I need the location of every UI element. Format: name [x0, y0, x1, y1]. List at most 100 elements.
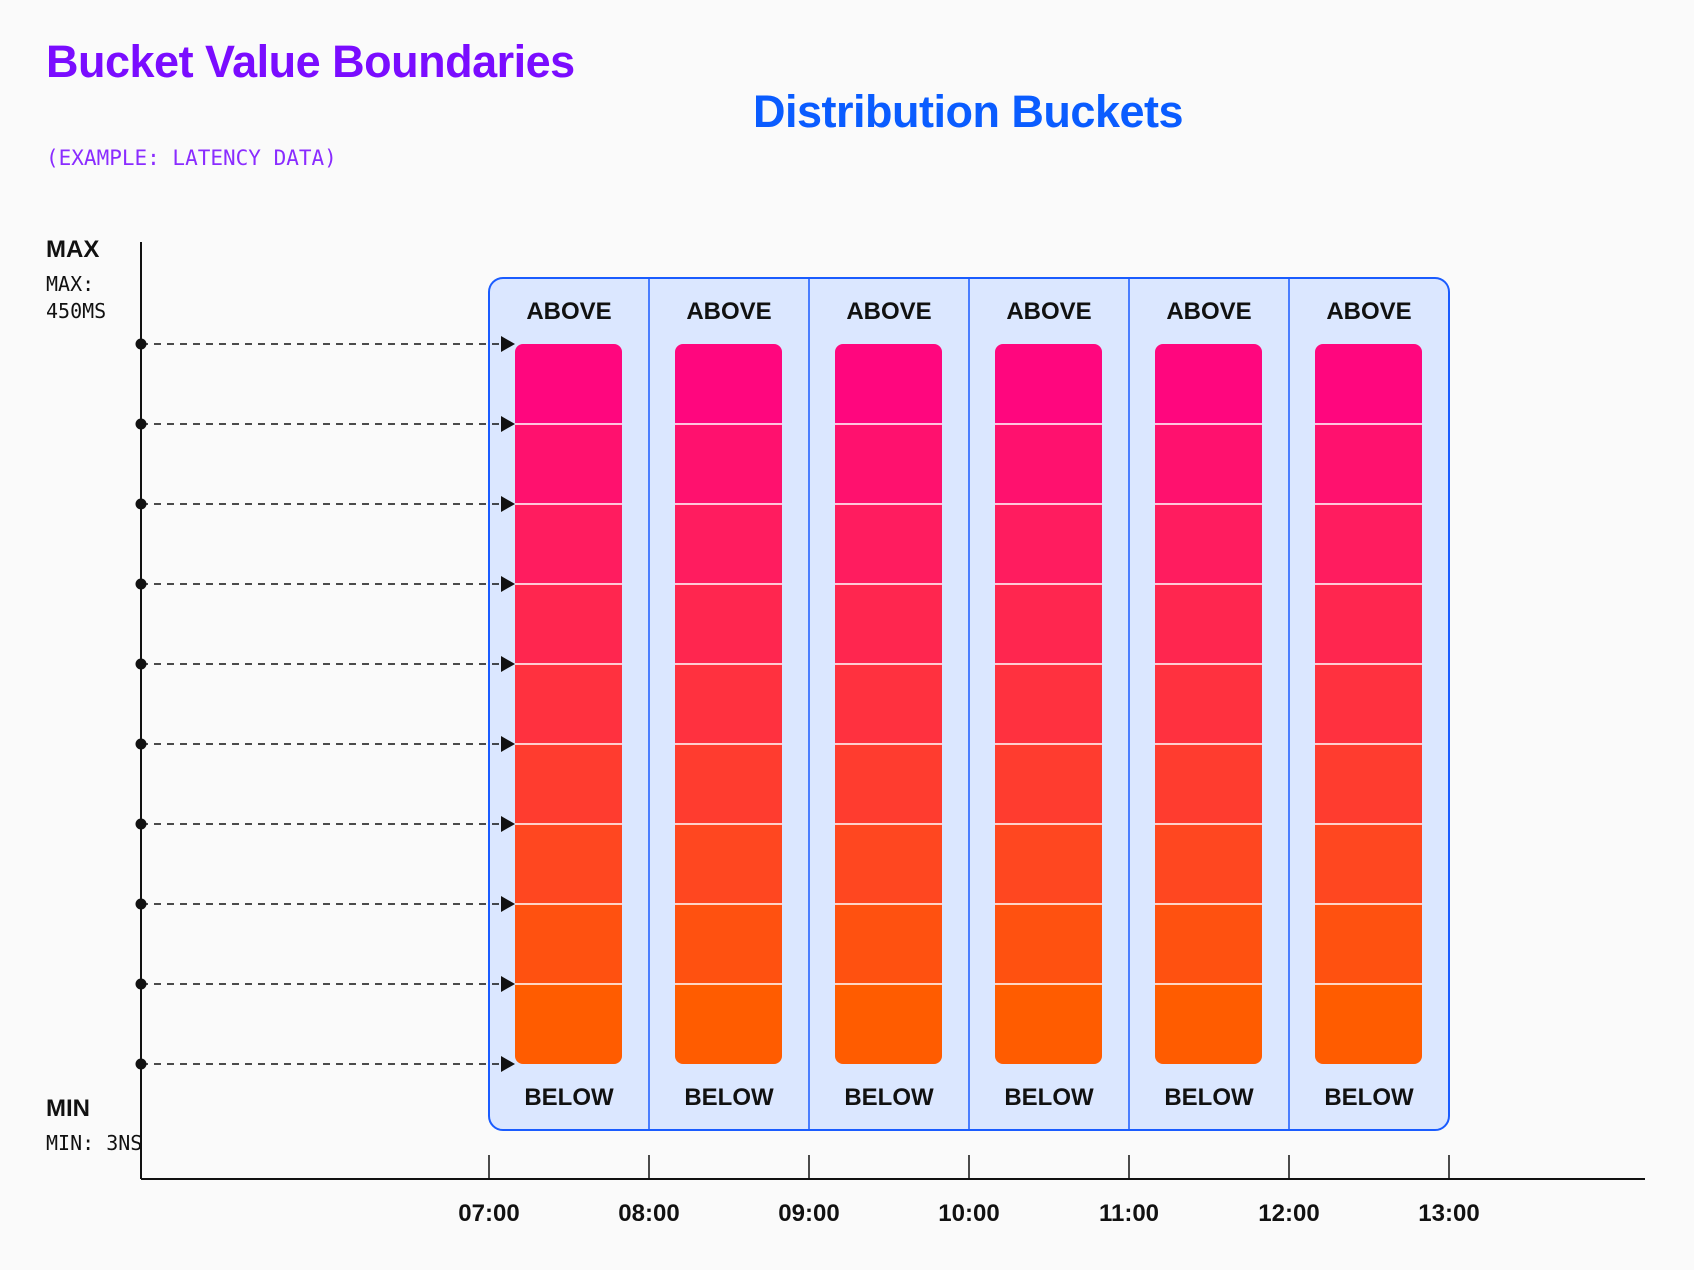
below-label: BELOW: [1004, 1084, 1094, 1111]
bucket: [1315, 664, 1422, 744]
arrow-icon: [501, 896, 515, 912]
diagram-title: Distribution Buckets: [752, 86, 1184, 137]
bucket: [835, 424, 942, 504]
bucket: [835, 584, 942, 664]
bucket: [675, 664, 782, 744]
bucket: [515, 504, 622, 584]
bucket: [1315, 504, 1422, 584]
arrow-icon: [501, 576, 515, 592]
bucket: [835, 344, 942, 424]
bucket: [515, 344, 622, 424]
bucket: [1315, 344, 1422, 424]
bucket: [675, 824, 782, 904]
bucket: [1155, 984, 1262, 1064]
bucket: [1155, 664, 1262, 744]
time-label: 07:00: [458, 1200, 519, 1227]
bucket: [1155, 744, 1262, 824]
bucket: [995, 584, 1102, 664]
bucket: [1155, 824, 1262, 904]
bucket: [675, 904, 782, 984]
page-title: Bucket Value Boundaries: [46, 36, 575, 87]
bucket: [515, 584, 622, 664]
bucket: [995, 824, 1102, 904]
bucket: [515, 664, 622, 744]
bucket: [835, 664, 942, 744]
arrow-icon: [501, 976, 515, 992]
time-label: 12:00: [1258, 1200, 1319, 1227]
bucket: [835, 824, 942, 904]
bucket: [835, 744, 942, 824]
above-label: ABOVE: [1326, 298, 1411, 325]
arrow-icon: [501, 336, 515, 352]
arrow-icon: [501, 416, 515, 432]
arrow-icon: [501, 736, 515, 752]
boundary-dot: [135, 578, 147, 590]
bucket: [1315, 424, 1422, 504]
page-subtitle: (EXAMPLE: LATENCY DATA): [46, 146, 337, 170]
below-label: BELOW: [684, 1084, 774, 1111]
below-label: BELOW: [1164, 1084, 1254, 1111]
boundary-dot: [135, 658, 147, 670]
boundary-dot: [135, 978, 147, 990]
boundary-dot: [135, 818, 147, 830]
boundary-dot: [135, 738, 147, 750]
boundary-dot: [135, 898, 147, 910]
arrow-icon: [501, 1056, 515, 1072]
bucket-column: [995, 344, 1102, 1064]
time-label: 13:00: [1418, 1200, 1479, 1227]
bucket: [1155, 504, 1262, 584]
bucket: [1315, 744, 1422, 824]
below-label: BELOW: [524, 1084, 614, 1111]
time-label: 10:00: [938, 1200, 999, 1227]
bucket: [515, 824, 622, 904]
bucket-column: [1155, 344, 1262, 1064]
bucket: [515, 904, 622, 984]
above-label: ABOVE: [526, 298, 611, 325]
above-label: ABOVE: [1006, 298, 1091, 325]
bucket: [1155, 424, 1262, 504]
bucket: [1155, 904, 1262, 984]
min-label: MIN: [46, 1095, 90, 1122]
boundary-dot: [135, 498, 147, 510]
time-label: 08:00: [618, 1200, 679, 1227]
bucket: [675, 744, 782, 824]
bucket: [675, 984, 782, 1064]
bucket: [1155, 344, 1262, 424]
bucket: [995, 904, 1102, 984]
bucket: [995, 424, 1102, 504]
bucket-column: [675, 344, 782, 1064]
bucket: [1315, 584, 1422, 664]
bucket: [995, 664, 1102, 744]
bucket: [995, 984, 1102, 1064]
arrow-icon: [501, 816, 515, 832]
bucket: [835, 904, 942, 984]
bucket: [995, 344, 1102, 424]
max-label: MAX: [46, 236, 100, 263]
above-label: ABOVE: [686, 298, 771, 325]
above-label: ABOVE: [846, 298, 931, 325]
bucket: [995, 744, 1102, 824]
arrow-icon: [501, 496, 515, 512]
bucket-column: [835, 344, 942, 1064]
bucket: [1315, 984, 1422, 1064]
bucket: [835, 504, 942, 584]
bucket-column: [1315, 344, 1422, 1064]
bucket: [675, 504, 782, 584]
bucket: [835, 984, 942, 1064]
arrow-icon: [501, 656, 515, 672]
min-value: MIN: 3NS: [46, 1131, 143, 1155]
bucket: [995, 504, 1102, 584]
boundary-dot: [135, 1058, 147, 1070]
bucket: [1315, 824, 1422, 904]
below-label: BELOW: [844, 1084, 934, 1111]
bucket: [515, 744, 622, 824]
bucket: [515, 424, 622, 504]
bucket: [675, 344, 782, 424]
time-label: 09:00: [778, 1200, 839, 1227]
max-value: MAX: 450MS: [46, 272, 107, 323]
bucket-column: [515, 344, 622, 1064]
time-label: 11:00: [1099, 1200, 1159, 1227]
boundary-dot: [135, 338, 147, 350]
